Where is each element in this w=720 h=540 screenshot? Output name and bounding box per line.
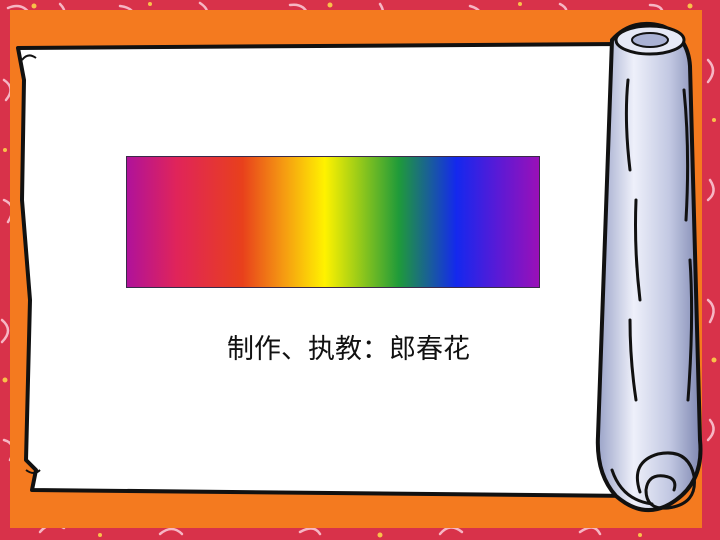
author-credit: 制作、执教：郎春花 (227, 334, 470, 365)
color-spectrum-bar (126, 156, 540, 288)
scroll-spiral (610, 451, 696, 510)
